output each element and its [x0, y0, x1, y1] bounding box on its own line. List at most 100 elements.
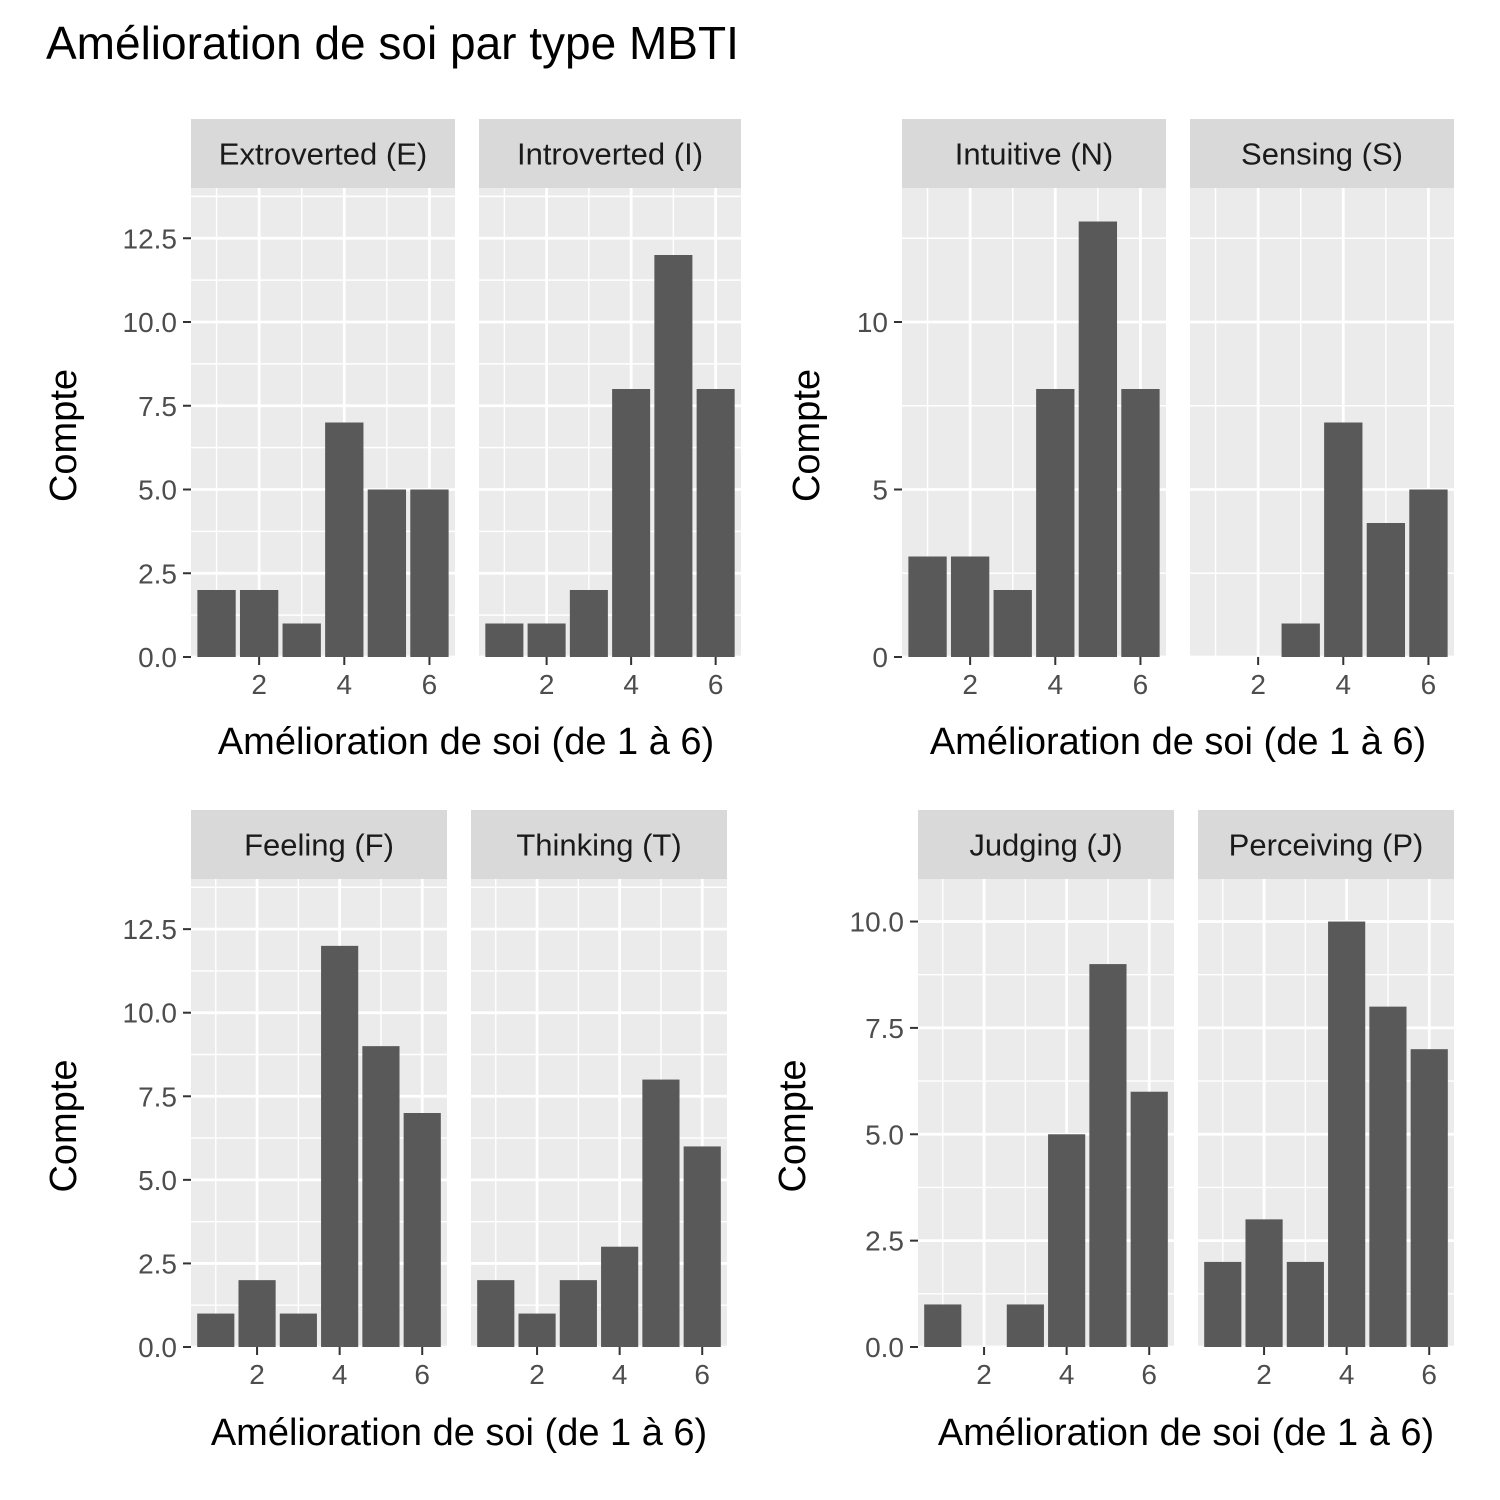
- facet-strip-label: Feeling (F): [244, 828, 394, 863]
- facet-strip-label: Introverted (I): [517, 137, 703, 172]
- x-tick-label: 4: [332, 1359, 348, 1390]
- facet-panel: Sensing (S) 2 4 6: [1190, 119, 1454, 700]
- facet-panel: Introverted (I) 2 4 6: [479, 119, 741, 700]
- facet-strip-label: Extroverted (E): [219, 137, 427, 172]
- facet-panel: Intuitive (N) 2 4 6 0 5 10: [857, 119, 1166, 700]
- bar: [950, 556, 990, 657]
- bar: [410, 489, 449, 657]
- x-axis-title: Amélioration de soi (de 1 à 6): [218, 721, 714, 763]
- y-axis-title: Compte: [786, 369, 828, 502]
- bar: [1048, 1134, 1086, 1347]
- subplot-1: Extroverted (E) 2 4 6 0.0 2.5 5.0 7.5 10.0 12.5 In…: [43, 119, 741, 763]
- y-tick-label: 5: [872, 475, 888, 506]
- y-tick-label: 10.0: [123, 307, 178, 338]
- bar: [569, 590, 608, 657]
- facet-strip: [902, 119, 1166, 188]
- x-tick-label: 4: [1059, 1359, 1075, 1390]
- subplot-2: Intuitive (N) 2 4 6 0 5 10 Sensing (S) 2 4 6 Amélio…: [786, 119, 1454, 763]
- y-tick-label: 7.5: [138, 391, 177, 422]
- x-axis-title: Amélioration de soi (de 1 à 6): [938, 1412, 1434, 1454]
- facet-strip-label: Perceiving (P): [1229, 828, 1424, 863]
- facet-strip: [918, 810, 1174, 879]
- bar: [924, 1304, 962, 1347]
- bar: [1121, 389, 1160, 657]
- subplot-3: Feeling (F) 2 4 6 0.0 2.5 5.0 7.5 10.0 12.5 Thinki…: [43, 810, 727, 1454]
- bar: [1204, 1261, 1242, 1347]
- y-tick-label: 2.5: [138, 1248, 177, 1279]
- y-tick-label: 0.0: [865, 1332, 904, 1363]
- facet-strip: [479, 119, 741, 188]
- x-tick-label: 2: [1256, 1359, 1272, 1390]
- x-tick-label: 6: [422, 669, 438, 700]
- bar: [1036, 389, 1075, 657]
- x-tick-label: 4: [623, 669, 639, 700]
- x-tick-label: 2: [962, 669, 978, 700]
- bar: [282, 623, 321, 657]
- bar: [1328, 921, 1366, 1347]
- bar: [1369, 1006, 1407, 1347]
- bar: [1089, 964, 1127, 1347]
- bar: [197, 1313, 235, 1347]
- y-axis-title: Compte: [43, 1059, 85, 1192]
- bar: [612, 389, 651, 657]
- y-axis-title: Compte: [43, 369, 85, 502]
- x-tick-label: 6: [1141, 1359, 1157, 1390]
- x-tick-label: 6: [414, 1359, 430, 1390]
- y-tick-label: 5.0: [138, 1165, 177, 1196]
- bar: [239, 590, 279, 657]
- x-tick-label: 2: [251, 669, 267, 700]
- bar: [279, 1313, 317, 1347]
- x-tick-label: 2: [976, 1359, 992, 1390]
- facet-strip-label: Thinking (T): [516, 828, 681, 863]
- bar: [654, 255, 693, 657]
- bar: [367, 489, 407, 657]
- bar: [1410, 1049, 1448, 1347]
- bar: [696, 389, 735, 657]
- y-tick-label: 7.5: [865, 1013, 904, 1044]
- y-tick-label: 10.0: [123, 998, 178, 1029]
- y-tick-label: 10.0: [850, 907, 905, 938]
- facet-strip-label: Intuitive (N): [955, 137, 1113, 172]
- facet-panel: Perceiving (P) 2 4 6: [1198, 810, 1454, 1390]
- y-tick-label: 0.0: [138, 1332, 177, 1363]
- bar: [1281, 623, 1320, 657]
- bar: [1245, 1219, 1283, 1347]
- x-tick-label: 2: [1250, 669, 1266, 700]
- y-tick-label: 5.0: [138, 475, 177, 506]
- bar: [1078, 221, 1118, 657]
- y-tick-label: 12.5: [123, 914, 178, 945]
- x-tick-label: 4: [337, 669, 353, 700]
- bar: [601, 1246, 639, 1347]
- y-tick-label: 7.5: [138, 1081, 177, 1112]
- x-axis-title: Amélioration de soi (de 1 à 6): [211, 1412, 707, 1454]
- x-tick-label: 4: [612, 1359, 628, 1390]
- bar: [325, 422, 364, 657]
- x-tick-label: 6: [694, 1359, 710, 1390]
- facet-strip-label: Judging (J): [969, 828, 1122, 863]
- x-tick-label: 6: [708, 669, 724, 700]
- y-tick-label: 12.5: [123, 223, 178, 254]
- x-tick-label: 6: [1421, 669, 1437, 700]
- facet-panel: Thinking (T) 2 4 6: [471, 810, 727, 1390]
- bar: [908, 556, 947, 657]
- y-tick-label: 0: [872, 642, 888, 673]
- x-tick-label: 2: [529, 1359, 545, 1390]
- bar: [642, 1079, 680, 1347]
- x-tick-label: 6: [1133, 669, 1149, 700]
- page-title: Amélioration de soi par type MBTI: [46, 17, 739, 69]
- subplot-4: Judging (J) 2 4 6 0.0 2.5 5.0 7.5 10.0 Perceiving…: [772, 810, 1454, 1454]
- facet-strip-label: Sensing (S): [1241, 137, 1403, 172]
- bar: [1130, 1091, 1168, 1347]
- bar: [1409, 489, 1448, 657]
- x-axis-title: Amélioration de soi (de 1 à 6): [930, 721, 1426, 763]
- bar: [238, 1280, 276, 1347]
- bar: [683, 1146, 721, 1347]
- y-tick-label: 5.0: [865, 1119, 904, 1150]
- facet-strip: [1198, 810, 1454, 879]
- facet-strip: [471, 810, 727, 879]
- bar: [518, 1313, 556, 1347]
- bar: [1006, 1304, 1044, 1347]
- bar: [1366, 523, 1406, 657]
- bar: [559, 1280, 597, 1347]
